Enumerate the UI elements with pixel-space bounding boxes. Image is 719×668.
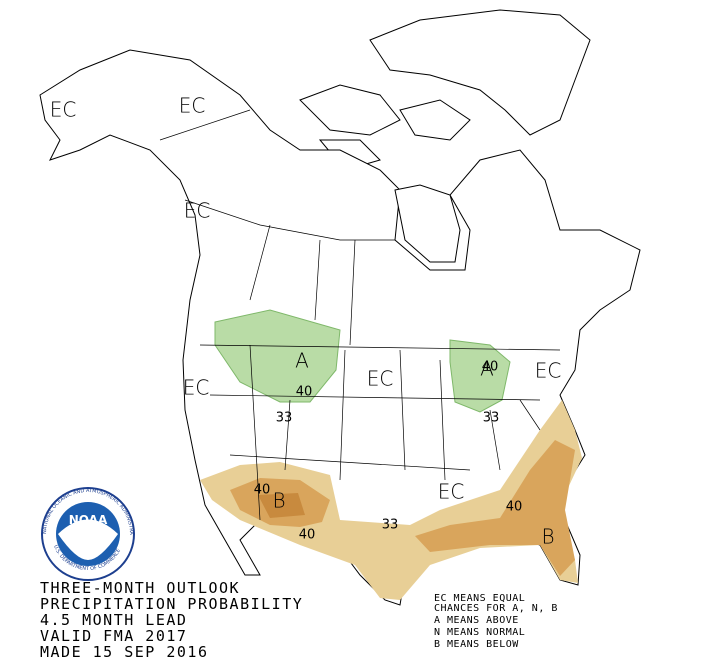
ec-label: EC (367, 367, 394, 391)
legend-line: PRECIPITATION PROBABILITY (40, 595, 303, 613)
contour-label: 40 (299, 528, 316, 543)
ec-label: EC (179, 94, 206, 118)
logo-gull (58, 519, 118, 560)
ec-label: EC (184, 199, 211, 223)
contour-label: 40 (296, 385, 313, 400)
contour-label: 40 (254, 483, 271, 498)
legend-line: THREE-MONTH OUTLOOK (40, 579, 240, 597)
hudson-bay (394, 184, 461, 263)
contour-label: 33 (276, 411, 293, 426)
key-line: A MEANS ABOVE (434, 615, 519, 626)
key-line: CHANCES FOR A, N, B (434, 603, 558, 614)
below-label: B (541, 525, 554, 549)
legend-line: MADE 15 SEP 2016 (40, 643, 209, 661)
contour-label: 40 (482, 360, 499, 375)
above-label: A (480, 357, 494, 381)
logo-name: NOAA (69, 513, 108, 527)
above-33-area-east (449, 339, 511, 413)
key-line: N MEANS NORMAL (434, 627, 525, 638)
contour-label: 40 (506, 500, 523, 515)
north-america (39, 49, 641, 606)
ec-label: EC (438, 480, 465, 504)
greenland (369, 9, 591, 136)
below-50-area (258, 493, 305, 518)
key-line: B MEANS BELOW (434, 639, 519, 650)
above-33-area-west (214, 309, 341, 403)
above-label: A (295, 349, 309, 373)
contour-label: 33 (382, 518, 399, 533)
ec-label: EC (183, 376, 210, 400)
key-line: EC MEANS EQUAL (434, 593, 525, 604)
ec-label: EC (535, 359, 562, 383)
legend-line: 4.5 MONTH LEAD (40, 611, 187, 629)
legend-line: VALID FMA 2017 (40, 627, 187, 645)
below-label: B (272, 489, 285, 513)
borders (159, 109, 561, 521)
ec-label: EC (50, 98, 77, 122)
below-40-area (230, 440, 575, 576)
contour-label: 33 (483, 411, 500, 426)
